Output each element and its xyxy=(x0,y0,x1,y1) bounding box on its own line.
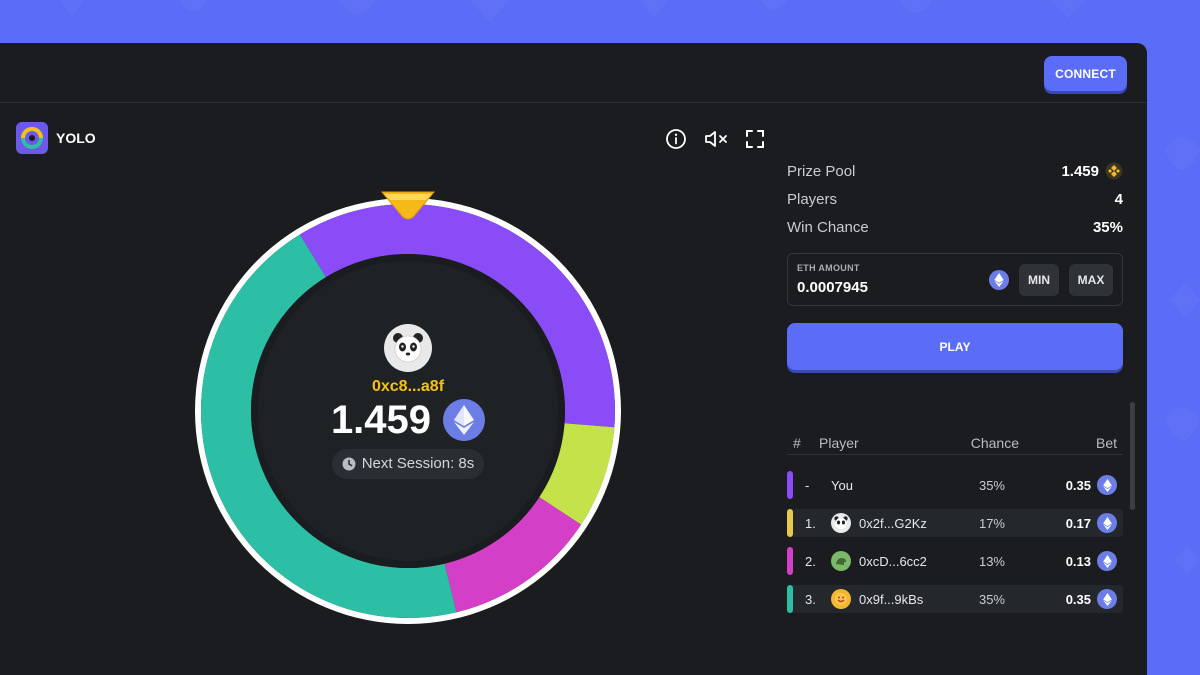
dino-avatar xyxy=(831,551,851,571)
connect-button[interactable]: CONNECT xyxy=(1044,56,1127,91)
eth-icon xyxy=(1097,475,1117,495)
win-chance-label: Win Chance xyxy=(787,218,869,236)
col-num-header: # xyxy=(793,434,801,451)
player-name: 0xcD...6cc2 xyxy=(859,553,927,569)
player-chance: 13% xyxy=(978,553,1005,569)
player-name: 0x9f...9kBs xyxy=(859,591,924,607)
wheel-segment-3 xyxy=(444,497,582,613)
color-indicator xyxy=(787,585,793,613)
player-bet: 0.17 xyxy=(1065,515,1091,531)
wheel-pointer xyxy=(380,191,436,220)
eth-amount-label: ETH AMOUNT xyxy=(797,263,860,273)
players-value: 4 xyxy=(1114,190,1123,208)
color-indicator xyxy=(787,471,793,499)
eth-icon xyxy=(1097,513,1117,533)
wheel-segment-1 xyxy=(299,204,615,428)
table-row: 2. 0xcD...6cc2 13% 0.13 xyxy=(787,547,1123,575)
pot-display: 1.459 xyxy=(330,397,486,443)
col-player-header: Player xyxy=(819,434,859,451)
app-name: YOLO xyxy=(56,130,96,146)
bet-panel: Prize Pool 1.459 Players 4 Win Chance 35… xyxy=(787,157,1123,370)
min-button[interactable]: MIN xyxy=(1019,264,1059,296)
player-bet: 0.35 xyxy=(1065,477,1091,493)
player-chance: 17% xyxy=(978,515,1005,531)
wheel-center: 0xc8...a8f 1.459 Next Session: 8s xyxy=(188,191,628,631)
fullscreen-icon[interactable] xyxy=(743,127,767,151)
prize-wheel: 0xc8...a8f 1.459 Next Session: 8s xyxy=(188,191,628,631)
player-name: 0x2f...G2Kz xyxy=(859,515,927,531)
col-chance-header: Chance xyxy=(970,434,1019,451)
info-icon[interactable] xyxy=(664,127,688,151)
row-num: 2. xyxy=(805,553,816,569)
players-label: Players xyxy=(787,190,838,208)
app-logo: YOLO xyxy=(16,122,96,154)
clock-icon xyxy=(342,457,356,470)
winner-address: 0xc8...a8f xyxy=(371,377,445,395)
player-chance: 35% xyxy=(978,591,1005,607)
player-chance: 35% xyxy=(978,477,1005,493)
top-bar: CONNECT xyxy=(0,43,1147,103)
eth-icon xyxy=(1097,589,1117,609)
color-indicator xyxy=(787,509,793,537)
table-scrollbar[interactable] xyxy=(1130,402,1135,510)
prize-pool-value: 1.459 xyxy=(1061,162,1099,180)
speaker-muted-icon[interactable] xyxy=(703,127,731,151)
bnb-coin-icon xyxy=(1105,162,1123,180)
row-num: 3. xyxy=(805,591,816,607)
next-session-timer: Next Session: 8s xyxy=(331,448,485,479)
players-row: Players 4 xyxy=(787,185,1123,213)
emoji-avatar xyxy=(831,589,851,609)
max-button[interactable]: MAX xyxy=(1069,264,1113,296)
col-bet-header: Bet xyxy=(1095,434,1117,451)
table-row: 1. 0x2f...G2Kz 17% 0.17 xyxy=(787,509,1123,537)
prize-pool-label: Prize Pool xyxy=(787,162,856,180)
table-row: 3. 0x9f...9kBs 35% 0.35 xyxy=(787,585,1123,613)
table-header: # Player Chance Bet xyxy=(787,433,1123,455)
prize-pool-row: Prize Pool 1.459 xyxy=(787,157,1123,185)
table-row: - You 35% 0.35 xyxy=(787,471,1123,499)
players-table: # Player Chance Bet - You 35% 0.35 1. 0x… xyxy=(787,433,1123,613)
wheel-segment-4 xyxy=(201,234,457,619)
player-bet: 0.35 xyxy=(1065,591,1091,607)
win-chance-value: 35% xyxy=(1092,218,1123,236)
wheel-segment-2 xyxy=(539,423,615,525)
play-button[interactable]: PLAY xyxy=(787,323,1123,370)
eth-icon xyxy=(1097,551,1117,571)
wheel-graphic xyxy=(195,191,621,624)
game-window: CONNECT YOLO xyxy=(0,43,1147,675)
panda-avatar xyxy=(831,513,851,533)
player-bet: 0.13 xyxy=(1065,553,1091,569)
eth-icon xyxy=(989,270,1009,290)
eth-amount-field[interactable]: ETH AMOUNT 0.0007945 MIN MAX xyxy=(787,253,1123,306)
yolo-logo-icon xyxy=(16,122,48,154)
win-chance-row: Win Chance 35% xyxy=(787,213,1123,241)
row-num: - xyxy=(805,477,810,493)
eth-amount-value[interactable]: 0.0007945 xyxy=(797,279,868,296)
eth-icon xyxy=(443,399,486,441)
panda-avatar xyxy=(384,323,432,372)
pot-value: 1.459 xyxy=(330,397,432,442)
session-text: Next Session: 8s xyxy=(361,455,475,472)
player-name: You xyxy=(831,477,853,493)
color-indicator xyxy=(787,547,793,575)
row-num: 1. xyxy=(805,515,816,531)
